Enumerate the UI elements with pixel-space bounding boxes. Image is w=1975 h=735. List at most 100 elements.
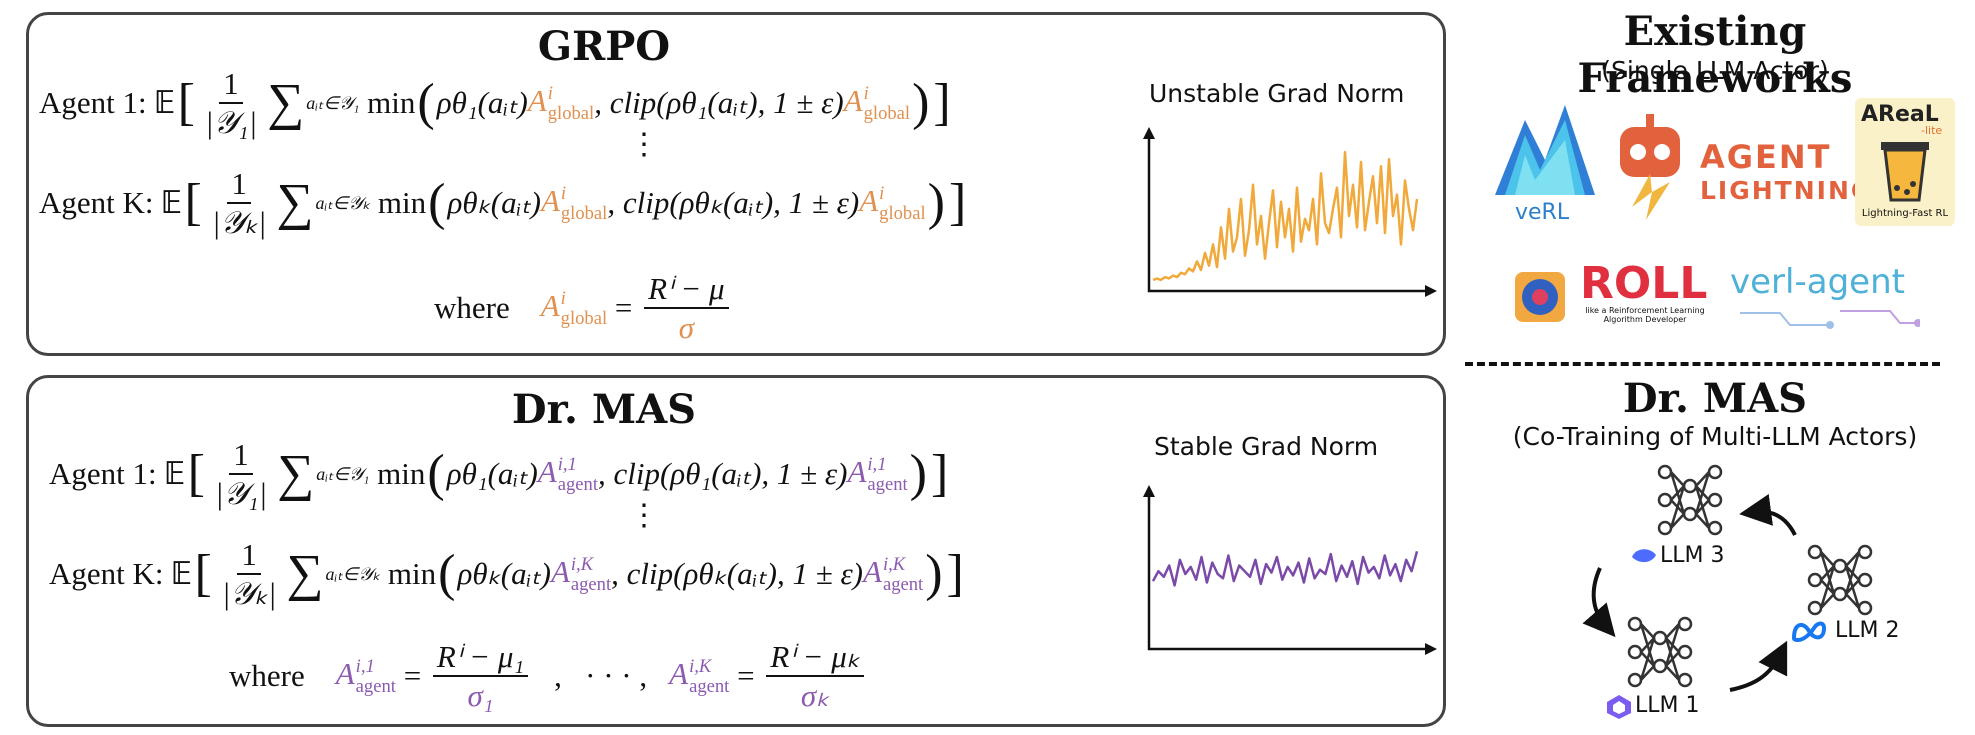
fraction-numerator: 1 xyxy=(227,165,251,205)
existing-frameworks-subtitle: (Single LLM Actor) xyxy=(1601,56,1829,85)
ratio-term: ρθₖ(aᵢₜ) xyxy=(457,556,551,592)
deepseek-whale-icon xyxy=(1632,549,1656,563)
ellipsis: , · · · , xyxy=(554,658,648,694)
vertical-dots: ⋮ xyxy=(629,128,659,161)
fraction-numerator: Rⁱ − μ xyxy=(644,270,729,310)
meta-logo-icon xyxy=(1791,621,1827,642)
neural-network-icon xyxy=(1657,464,1723,536)
min-operator: min xyxy=(387,556,437,592)
min-operator: min xyxy=(377,185,427,221)
fraction-denominator: σ₁ xyxy=(467,678,494,714)
bracket-close: ] xyxy=(933,74,951,132)
fraction-numerator: Rⁱ − μₖ xyxy=(766,638,864,678)
neural-network-icon xyxy=(1807,544,1873,616)
existing-frameworks-title: Existing Frameworks xyxy=(1577,8,1853,102)
ratio-term: ρθ₁(aᵢₜ) xyxy=(446,456,538,492)
bubble-tea-icon xyxy=(1881,142,1929,202)
paren-open: ( xyxy=(417,74,435,132)
advantage-fraction: Rⁱ − μ₁ σ₁ xyxy=(432,638,529,714)
verl-logo-icon xyxy=(1495,105,1595,195)
drmas-agent1-equation: Agent 1: 𝔼 [ 1 |𝒴₁| ∑ aᵢₜ∈𝒴₁ min ( ρθ₁(a… xyxy=(49,436,950,512)
circuit-lines-icon xyxy=(1740,310,1920,329)
bracket-close: ] xyxy=(946,545,964,603)
expectation-symbol: 𝔼 xyxy=(161,185,183,222)
unstable-grad-norm-chart xyxy=(1143,127,1437,297)
paren-close: ) xyxy=(909,445,927,503)
grpo-agentK-equation: Agent K: 𝔼 [ 1 |𝒴ₖ| ∑ aᵢₜ∈𝒴ₖ min ( ρθₖ(a… xyxy=(39,165,968,241)
expectation-symbol: 𝔼 xyxy=(164,456,186,493)
clip-term: , clip(ρθ₁(aᵢₜ), 1 ± ε) xyxy=(594,85,844,121)
llm-2-label: LLM 2 xyxy=(1835,618,1900,643)
clip-term: , clip(ρθₖ(aᵢₜ), 1 ± ε) xyxy=(611,556,864,592)
bracket-open: [ xyxy=(177,74,195,132)
fraction-numerator: 1 xyxy=(229,436,253,476)
paren-close: ) xyxy=(925,545,943,603)
y-axis-arrow xyxy=(1143,485,1155,497)
bracket-open: [ xyxy=(187,445,205,503)
grad-norm-series-line xyxy=(1151,550,1419,587)
clip-term: , clip(ρθ₁(aᵢₜ), 1 ± ε) xyxy=(598,456,848,492)
min-operator: min xyxy=(377,456,426,492)
sum-symbol: ∑ xyxy=(276,174,314,232)
roll-tagline: like a Reinforcement Learning Algorithm … xyxy=(1585,306,1705,324)
areal-logo: AReaL -lite Lightning-Fast RL xyxy=(1855,98,1955,226)
bracket-open: [ xyxy=(194,545,212,603)
agent1-label: Agent 1: xyxy=(39,85,147,121)
verl-logo-text: veRL xyxy=(1515,200,1570,225)
drmas-side-title: Dr. MAS xyxy=(1622,375,1808,422)
section-divider xyxy=(1465,362,1940,366)
fraction-denominator: |𝒴₁| xyxy=(214,476,268,512)
drmas-side-subtitle: (Co-Training of Multi-LLM Actors) xyxy=(1512,422,1918,451)
sum-symbol: ∑ xyxy=(277,445,315,503)
llm-1-label: LLM 1 xyxy=(1635,693,1700,718)
paren-close: ) xyxy=(912,74,930,132)
verl-agent-logo-text: verl-agent xyxy=(1730,262,1905,302)
fraction-numerator: 1 xyxy=(237,536,261,576)
unstable-chart-title: Unstable Grad Norm xyxy=(1149,79,1405,108)
fraction-denominator: σ xyxy=(678,310,695,346)
advantage-fraction: Rⁱ − μ σ xyxy=(644,270,729,346)
fraction-denominator: |𝒴₁| xyxy=(204,105,258,141)
sum-symbol: ∑ xyxy=(267,74,305,132)
sum-subscript: aᵢₜ∈𝒴₁ xyxy=(316,463,370,484)
stable-chart-title: Stable Grad Norm xyxy=(1154,432,1379,461)
bracket-close: ] xyxy=(948,174,967,232)
qwen-logo-icon xyxy=(1607,695,1631,719)
chart-axes xyxy=(1147,489,1433,651)
paren-open: ( xyxy=(427,445,445,503)
expectation-symbol: 𝔼 xyxy=(171,556,193,593)
grpo-title: GRPO xyxy=(537,23,671,70)
where-label: where xyxy=(434,290,510,326)
sum-symbol: ∑ xyxy=(286,545,324,603)
grpo-panel: GRPO Agent 1: 𝔼 [ 1 |𝒴₁| ∑ aᵢₜ∈𝒴₁ min ( … xyxy=(26,12,1446,356)
paren-open: ( xyxy=(428,174,446,232)
stable-grad-norm-chart xyxy=(1143,485,1437,655)
x-axis-arrow xyxy=(1425,285,1437,297)
chart-axes xyxy=(1147,131,1433,293)
sum-subscript: aᵢₜ∈𝒴ₖ xyxy=(325,563,381,584)
vertical-dots: ⋮ xyxy=(629,499,659,532)
fraction-numerator: 1 xyxy=(219,65,243,105)
where-label: where xyxy=(229,658,305,694)
paren-open: ( xyxy=(438,545,456,603)
fraction-denominator: |𝒴ₖ| xyxy=(211,205,267,241)
roll-logo-icon xyxy=(1515,272,1565,322)
roll-logo-text: ROLL xyxy=(1580,258,1708,309)
clip-term: , clip(ρθₖ(aᵢₜ), 1 ± ε) xyxy=(607,185,860,221)
agentK-label: Agent K: xyxy=(49,556,164,592)
normalizer-fraction: 1 |𝒴ₖ| xyxy=(218,536,281,612)
neural-network-icon xyxy=(1627,616,1693,688)
agent-lightning-text-2: LIGHTNING xyxy=(1700,176,1874,205)
min-operator: min xyxy=(367,85,416,121)
agent1-label: Agent 1: xyxy=(49,456,157,492)
paren-close: ) xyxy=(927,174,945,232)
